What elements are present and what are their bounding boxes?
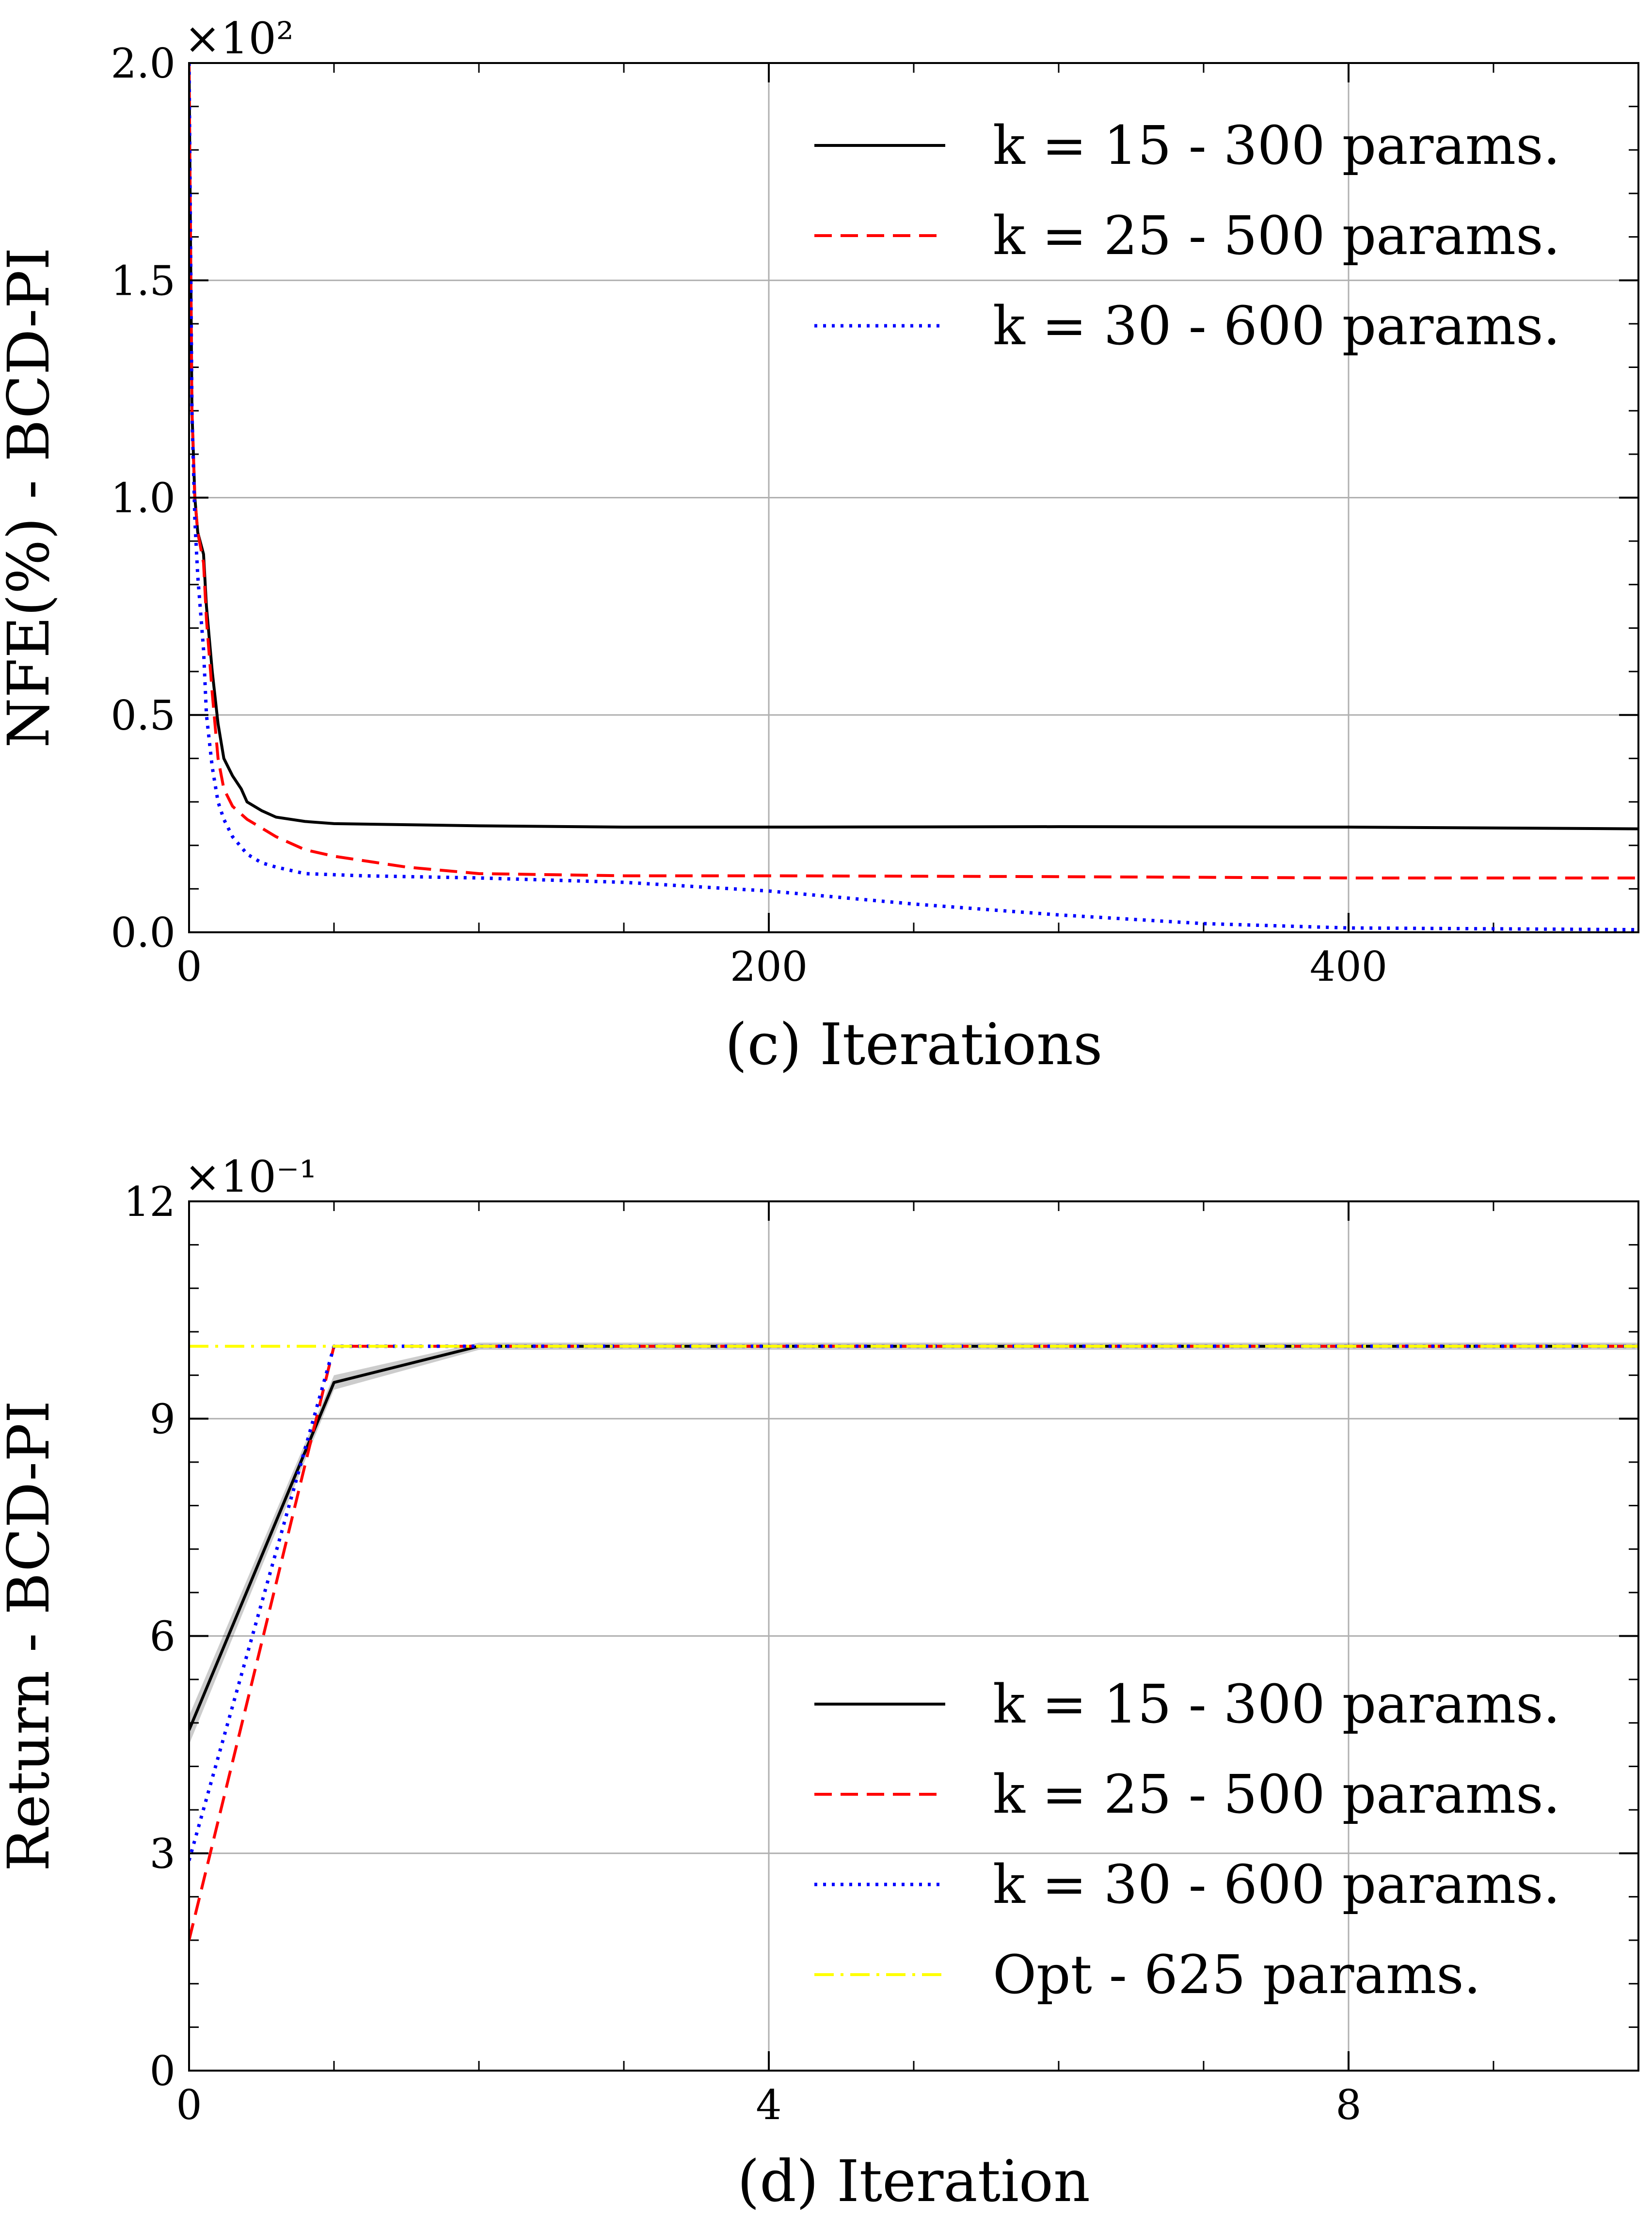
y-tick-label: 0 — [150, 2047, 175, 2095]
x-tick-label: 400 — [1310, 943, 1387, 990]
legend-entry-1: k = 25 - 500 params. — [993, 205, 1560, 267]
y-axis-label: NFE(%) - BCD-PI — [0, 247, 62, 748]
y-tick-label: 9 — [150, 1395, 175, 1443]
y-tick-label: 6 — [150, 1613, 175, 1660]
legend-entry-0: k = 15 - 300 params. — [993, 114, 1560, 176]
x-tick-label: 8 — [1335, 2081, 1361, 2129]
legend-entry-1: k = 25 - 500 params. — [993, 1763, 1560, 1825]
y-axis-label: Return - BCD-PI — [0, 1401, 62, 1871]
legend: k = 15 - 300 params. k = 25 - 500 params.… — [814, 114, 1560, 357]
series-line-0 — [189, 1344, 1638, 1731]
y-tick-label: 3 — [150, 1830, 175, 1878]
x-axis-label: (c) Iterations — [725, 1011, 1102, 1078]
y-tick-label: 0.0 — [111, 909, 175, 957]
chart-panel-0: 0 200 400 0.0 0.5 1.0 1.5 2.0 ×10² (c) Iterations… — [0, 13, 1639, 1078]
x-tick-label: 0 — [176, 943, 202, 990]
series-line-2 — [189, 63, 1638, 932]
y-scale-label: ×10⁻¹ — [184, 1151, 317, 1202]
x-axis-label: (d) Iteration — [737, 2148, 1090, 2215]
series-group — [189, 1342, 1638, 1941]
chart-panel-1: 0 4 8 0 3 6 9 12 ×10⁻¹ (d) Iteration Return - BCD-… — [0, 1151, 1639, 2215]
x-tick-label: 0 — [176, 2081, 202, 2129]
y-tick-label: 12 — [124, 1178, 175, 1226]
legend-entry-2: k = 30 - 600 params. — [993, 1853, 1560, 1915]
y-tick-label: 1.0 — [111, 475, 175, 522]
x-tick-label: 200 — [730, 943, 808, 990]
legend-entry-3: Opt - 625 params. — [993, 1944, 1481, 2006]
y-tick-label: 2.0 — [111, 40, 175, 87]
series-line-0 — [189, 63, 1638, 830]
series-line-1 — [189, 63, 1638, 879]
y-scale-label: ×10² — [184, 13, 294, 64]
y-tick-label: 0.5 — [111, 692, 175, 739]
legend-entry-2: k = 30 - 600 params. — [993, 295, 1560, 357]
y-tick-label: 1.5 — [111, 257, 175, 304]
series-line-1 — [189, 1344, 1638, 1941]
legend: k = 15 - 300 params. k = 25 - 500 params.… — [814, 1673, 1560, 2006]
legend-entry-0: k = 15 - 300 params. — [993, 1673, 1560, 1735]
x-tick-label: 4 — [756, 2081, 781, 2129]
series-group — [189, 63, 1638, 932]
